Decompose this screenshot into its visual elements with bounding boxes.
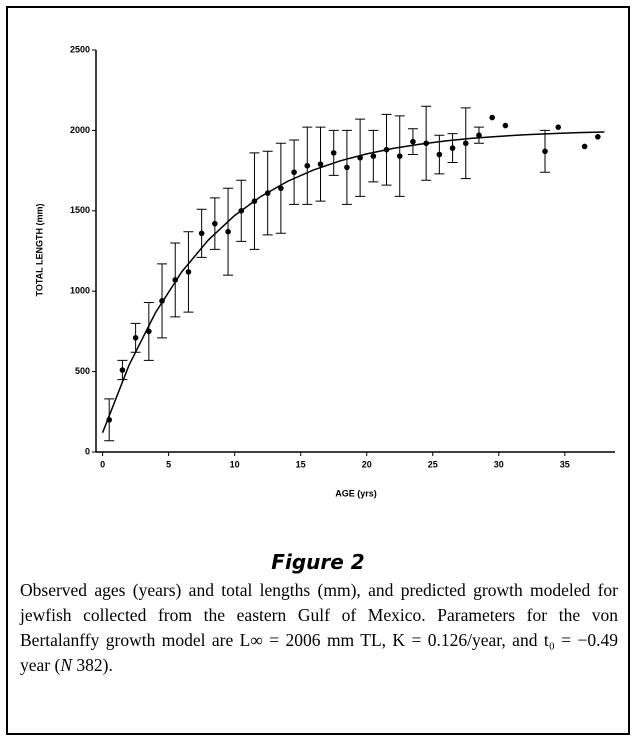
model-curve: [101, 131, 605, 433]
caption-text: Observed ages (years) and total lengths …: [20, 580, 618, 675]
data-point: [278, 185, 284, 192]
y-tick-label: 1000: [70, 286, 90, 296]
data-point: [264, 190, 271, 196]
data-point: [212, 220, 218, 227]
data-point: [251, 198, 258, 204]
data-point: [410, 138, 416, 145]
data-point: [198, 230, 205, 237]
data-point: [106, 417, 113, 423]
data-point: [225, 228, 231, 235]
data-point: [132, 335, 139, 341]
data-point: [291, 169, 297, 176]
data-point: [185, 269, 192, 275]
y-tick-label: 2500: [70, 44, 90, 54]
data-point: [502, 122, 509, 129]
data-point: [317, 161, 324, 167]
data-point: [383, 146, 390, 153]
data-point: [476, 132, 482, 139]
data-point: [462, 140, 469, 147]
data-point: [119, 367, 126, 373]
data-point: [304, 162, 311, 169]
figure-label: Figure 2: [271, 550, 365, 574]
data-point: [581, 143, 588, 150]
data-point: [146, 328, 152, 335]
data-point: [542, 148, 548, 155]
chart: TOTAL LENGTH (mm) AGE (yrs) 0 500 1000 1500…: [34, 44, 615, 498]
x-tick-label: 25: [428, 459, 438, 469]
x-tick-label: 30: [494, 459, 504, 469]
x-tick-label: 0: [100, 459, 105, 469]
data-point: [172, 277, 179, 283]
y-tick-label: 0: [85, 446, 90, 456]
y-tick-label: 1500: [70, 205, 90, 215]
caption-text: N: [60, 655, 73, 675]
x-tick-label: 15: [296, 459, 306, 469]
data-point: [370, 153, 377, 159]
x-tick-label: 20: [362, 459, 372, 469]
data-point: [423, 140, 429, 147]
data-point: [238, 208, 245, 214]
figure-caption: Observed ages (years) and total lengths …: [20, 578, 618, 678]
data-point: [489, 114, 495, 121]
y-axis-label: TOTAL LENGTH (mm): [34, 204, 44, 297]
data-point: [344, 164, 350, 171]
data-point: [436, 151, 443, 158]
x-axis-label: AGE (yrs): [335, 488, 377, 498]
x-tick-label: 5: [166, 459, 171, 469]
y-tick-label: 500: [75, 366, 90, 376]
data-point: [595, 134, 601, 140]
x-tick-label: 35: [560, 459, 570, 469]
data-point: [159, 298, 165, 304]
x-tick-label: 10: [230, 459, 240, 469]
data-point: [396, 153, 403, 159]
caption-text: 382).: [72, 655, 113, 675]
data-point: [449, 145, 456, 151]
y-tick-label: 2000: [70, 125, 90, 135]
data-point: [555, 124, 562, 130]
data-point: [330, 150, 337, 156]
figure-frame: [6, 6, 630, 735]
data-point: [357, 154, 363, 161]
